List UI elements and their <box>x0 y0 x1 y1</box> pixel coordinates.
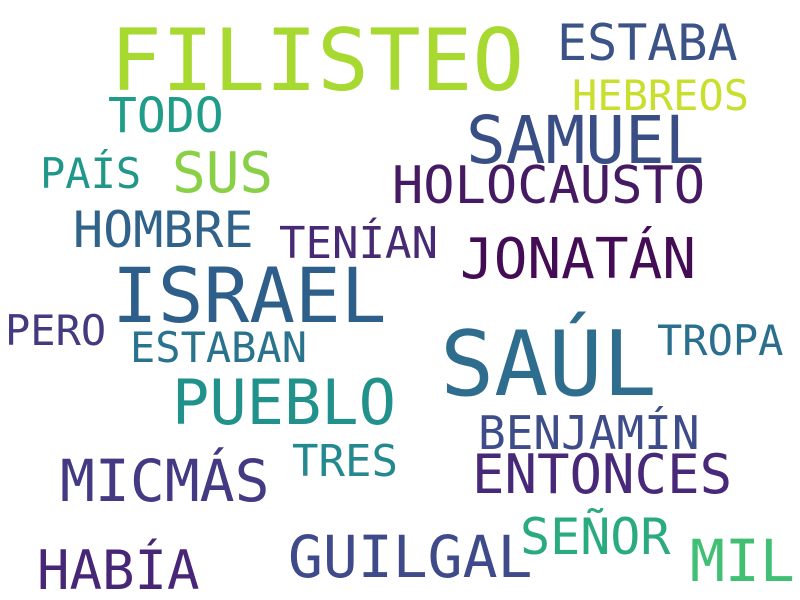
word-tres: TRES <box>292 436 398 487</box>
word-tropa: TROPA <box>657 316 784 365</box>
word-senor: SEÑOR <box>520 508 671 566</box>
word-filisteo: FILISTEO <box>110 11 525 111</box>
word-estaba: ESTABA <box>557 14 738 72</box>
word-mil: MIL <box>690 527 795 595</box>
word-sus: SUS <box>172 141 274 206</box>
word-micmas: MICMÁS <box>60 447 270 515</box>
word-guilgal: GUILGAL <box>288 523 533 591</box>
word-pueblo: PUEBLO <box>172 366 396 439</box>
word-benjamin: BENJAMÍN <box>478 406 700 460</box>
word-jonatan: JONATÁN <box>460 227 697 292</box>
word-saul: SAÚL <box>440 312 657 417</box>
word-pero: PERO <box>5 306 107 355</box>
word-estaban: ESTABAN <box>130 323 308 372</box>
word-tenian: TENÍAN <box>279 218 438 269</box>
word-habia: HABÍA <box>37 539 200 600</box>
word-samuel: SAMUEL <box>466 102 705 179</box>
word-pais: PAÍS <box>40 149 142 198</box>
word-hebreos: HEBREOS <box>572 71 750 120</box>
word-holocausto: HOLOCAUSTO <box>392 156 706 216</box>
word-entonces: ENTONCES <box>472 443 733 506</box>
word-todo: TODO <box>108 88 224 144</box>
word-israel: ISRAEL <box>112 251 387 340</box>
word-hombre: HOMBRE <box>73 201 254 259</box>
